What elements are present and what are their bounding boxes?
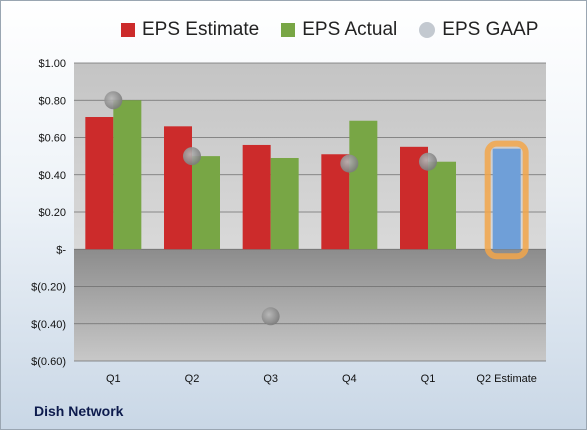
bar-eps-estimate bbox=[164, 126, 192, 250]
legend-label-eps-estimate: EPS Estimate bbox=[142, 19, 260, 40]
plot-area-negative bbox=[74, 249, 546, 361]
bar-eps-estimate bbox=[242, 144, 271, 250]
legend-item-eps-gaap: EPS GAAP bbox=[419, 19, 538, 41]
x-tick-label: Q3 bbox=[263, 373, 278, 385]
marker-eps-gaap bbox=[419, 152, 437, 171]
bar-q2-estimate bbox=[492, 148, 521, 250]
legend: EPS Estimate EPS Actual EPS GAAP bbox=[121, 15, 538, 45]
y-tick-label: $0.80 bbox=[38, 95, 66, 107]
bar-eps-estimate bbox=[85, 117, 114, 250]
y-tick-label: $(0.60) bbox=[31, 356, 66, 368]
marker-eps-gaap bbox=[183, 147, 201, 166]
marker-eps-gaap bbox=[340, 154, 359, 173]
y-tick-label: $0.40 bbox=[38, 170, 66, 182]
legend-swatch-eps-estimate bbox=[121, 23, 135, 37]
x-tick-label: Q2 Estimate bbox=[476, 373, 537, 385]
marker-eps-gaap bbox=[261, 307, 280, 326]
x-tick-label: Q1 bbox=[106, 373, 121, 385]
y-tick-label: $- bbox=[56, 244, 66, 256]
bar-eps-actual bbox=[428, 161, 456, 250]
plot-area-positive bbox=[74, 63, 546, 250]
y-tick-label: $(0.40) bbox=[31, 319, 66, 331]
marker-eps-gaap bbox=[104, 91, 123, 110]
x-tick-label: Q1 bbox=[421, 373, 436, 385]
legend-swatch-eps-gaap bbox=[419, 22, 436, 38]
legend-item-eps-actual: EPS Actual bbox=[281, 19, 397, 41]
y-tick-label: $(0.20) bbox=[31, 282, 66, 294]
bar-q2-estimate-highlight bbox=[484, 140, 529, 260]
y-tick-label: $0.20 bbox=[38, 207, 66, 219]
bar-eps-actual bbox=[192, 156, 220, 250]
x-tick-label: Q4 bbox=[342, 373, 357, 385]
bar-eps-actual bbox=[349, 120, 378, 250]
company-name: Dish Network bbox=[34, 403, 124, 419]
bar-eps-actual bbox=[113, 100, 142, 250]
y-tick-label: $0.60 bbox=[38, 133, 66, 145]
legend-label-eps-gaap: EPS GAAP bbox=[442, 19, 539, 40]
y-tick-label: $1.00 bbox=[38, 58, 66, 70]
x-tick-label: Q2 bbox=[185, 373, 200, 385]
legend-item-eps-estimate: EPS Estimate bbox=[121, 19, 259, 41]
bar-eps-actual bbox=[270, 157, 299, 250]
legend-label-eps-actual: EPS Actual bbox=[302, 19, 398, 40]
legend-swatch-eps-actual bbox=[281, 23, 296, 37]
